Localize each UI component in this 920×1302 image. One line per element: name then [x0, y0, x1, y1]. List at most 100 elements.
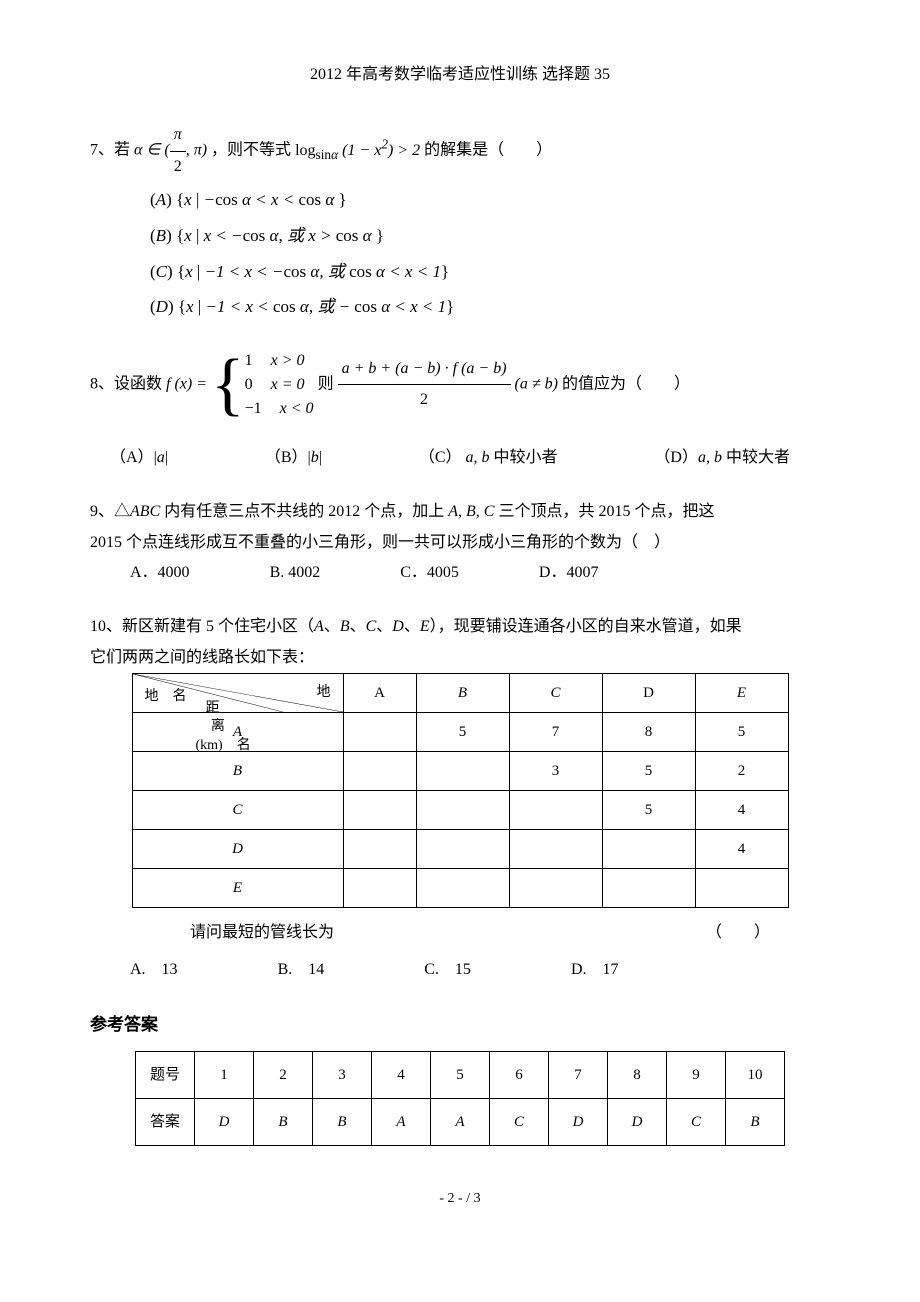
q8-piecewise: { 1x > 0 0x = 0 −1x < 0: [211, 349, 314, 421]
cell: [343, 869, 416, 908]
q10-note: 请问最短的管线长为 （ ）: [190, 918, 770, 948]
ans-num: 8: [608, 1052, 667, 1099]
q8-text-a: 8、设函数: [90, 376, 162, 393]
q8-frac: a + b + (a − b) · f (a − b) 2: [338, 354, 511, 416]
ans-val: A: [372, 1099, 431, 1146]
ans-num: 10: [726, 1052, 785, 1099]
cell: [416, 830, 509, 869]
cell: 5: [602, 752, 695, 791]
question-10: 10、新区新建有 5 个住宅小区（A、B、C、D、E），现要铺设连通各小区的自来…: [90, 612, 830, 985]
table-header-row: 地 距 离 (km) 名 地 名 A B C D E: [132, 674, 788, 713]
ans-num: 5: [431, 1052, 490, 1099]
q9-options: A．4000 B. 4002 C．4005 D．4007: [130, 558, 830, 588]
pw2b: x = 0: [271, 373, 305, 397]
q8-fx: f (x) =: [166, 376, 211, 393]
q7-opt-b: (B) {x | x < −cos α, 或 x > cos α }: [150, 218, 830, 254]
cell: [343, 713, 416, 752]
page-header: 2012 年高考数学临考适应性训练 选择题 35: [90, 60, 830, 90]
q10-opt-b: B. 14: [278, 955, 325, 985]
ans-val: B: [726, 1099, 785, 1146]
q10-note-paren: （ ）: [706, 918, 770, 948]
page-footer: - 2 - / 3: [90, 1186, 830, 1213]
col-E: E: [695, 674, 788, 713]
cell: 2: [695, 752, 788, 791]
q10-opt-c: C. 15: [424, 955, 471, 985]
q8-opt-d: （D）a, b 中较大者: [654, 443, 790, 473]
cell: [602, 869, 695, 908]
q10-line1: 10、新区新建有 5 个住宅小区（A、B、C、D、E），现要铺设连通各小区的自来…: [90, 612, 830, 642]
col-C: C: [509, 674, 602, 713]
table-row: B 352: [132, 752, 788, 791]
cell: 4: [695, 830, 788, 869]
col-D: D: [602, 674, 695, 713]
cell: 4: [695, 791, 788, 830]
question-7: 7、若 α ∈ (π2, π) ，则不等式 logsinα (1 − x2) >…: [90, 120, 830, 325]
ans-val: C: [667, 1099, 726, 1146]
q10-line2: 它们两两之间的线路长如下表：: [90, 643, 830, 673]
diag-bot: 地 名: [145, 688, 187, 706]
q8-den: 2: [420, 391, 428, 408]
pw1a: 1: [245, 349, 253, 373]
q7-opt-a: (A) {x | −cos α < x < cos α }: [150, 182, 830, 218]
row-label: B: [132, 752, 343, 791]
row-label: C: [132, 791, 343, 830]
q10-opt-a: A. 13: [130, 955, 178, 985]
pw3a: −1: [245, 397, 262, 421]
diag-top: 地: [317, 680, 331, 707]
ans-header-label: 题号: [136, 1052, 195, 1099]
q8-opt-c: （C） a, b 中较小者: [419, 443, 558, 473]
cell: [602, 830, 695, 869]
pw2a: 0: [245, 373, 253, 397]
q7-text-b: ，则不等式: [211, 142, 291, 159]
cell: 3: [509, 752, 602, 791]
q9-opt-c: C．4005: [400, 558, 459, 588]
ans-num: 1: [195, 1052, 254, 1099]
cell: 8: [602, 713, 695, 752]
q10-options: A. 13 B. 14 C. 15 D. 17: [130, 955, 830, 985]
q7-pi2: π2: [170, 120, 186, 182]
question-8: 8、设函数 f (x) = { 1x > 0 0x = 0 −1x < 0 则 …: [90, 349, 830, 473]
cell: [416, 791, 509, 830]
pw3b: x < 0: [280, 397, 314, 421]
row-label: E: [132, 869, 343, 908]
q9-opt-d: D．4007: [539, 558, 599, 588]
ans-num: 4: [372, 1052, 431, 1099]
q7-opt-d: (D) {x | −1 < x < cos α, 或 − cos α < x <…: [150, 289, 830, 325]
col-B: B: [416, 674, 509, 713]
col-A: A: [343, 674, 416, 713]
q10-note-text: 请问最短的管线长为: [190, 918, 334, 948]
ans-num: 9: [667, 1052, 726, 1099]
ans-val: D: [195, 1099, 254, 1146]
q7-text-c: 的解集是（ ）: [424, 142, 552, 159]
q7-log: logsinα (1 − x2) > 2: [295, 142, 424, 159]
question-9: 9、△ABC 内有任意三点不共线的 2012 个点，加上 A, B, C 三个顶…: [90, 497, 830, 588]
q8-tail-ab: (a ≠ b): [515, 376, 562, 393]
answers-title: 参考答案: [90, 1009, 830, 1041]
q7-close: , π): [186, 142, 207, 159]
pw1b: x > 0: [271, 349, 305, 373]
q10-opt-d: D. 17: [571, 955, 619, 985]
cell: [343, 830, 416, 869]
ans-val: C: [490, 1099, 549, 1146]
cell: [509, 791, 602, 830]
ans-val: B: [254, 1099, 313, 1146]
cell: [509, 830, 602, 869]
ans-val: D: [608, 1099, 667, 1146]
ans-num: 2: [254, 1052, 313, 1099]
q7-stem: 7、若 α ∈ (π2, π) ，则不等式 logsinα (1 − x2) >…: [90, 120, 830, 182]
cell: 7: [509, 713, 602, 752]
ans-val: D: [549, 1099, 608, 1146]
cell: [509, 869, 602, 908]
q9-opt-b: B. 4002: [270, 558, 321, 588]
answer-table: 题号 1 2 3 4 5 6 7 8 9 10 答案 D B B A A C D…: [135, 1051, 785, 1146]
ans-num: 6: [490, 1052, 549, 1099]
q8-mid: 则: [318, 376, 334, 393]
q7-opt-c: (C) {x | −1 < x < −cos α, 或 cos α < x < …: [150, 254, 830, 290]
answer-value-row: 答案 D B B A A C D D C B: [136, 1099, 785, 1146]
cell: [343, 791, 416, 830]
ans-num: 7: [549, 1052, 608, 1099]
ans-val: B: [313, 1099, 372, 1146]
ans-val: A: [431, 1099, 490, 1146]
answer-header-row: 题号 1 2 3 4 5 6 7 8 9 10: [136, 1052, 785, 1099]
q9-opt-a: A．4000: [130, 558, 190, 588]
